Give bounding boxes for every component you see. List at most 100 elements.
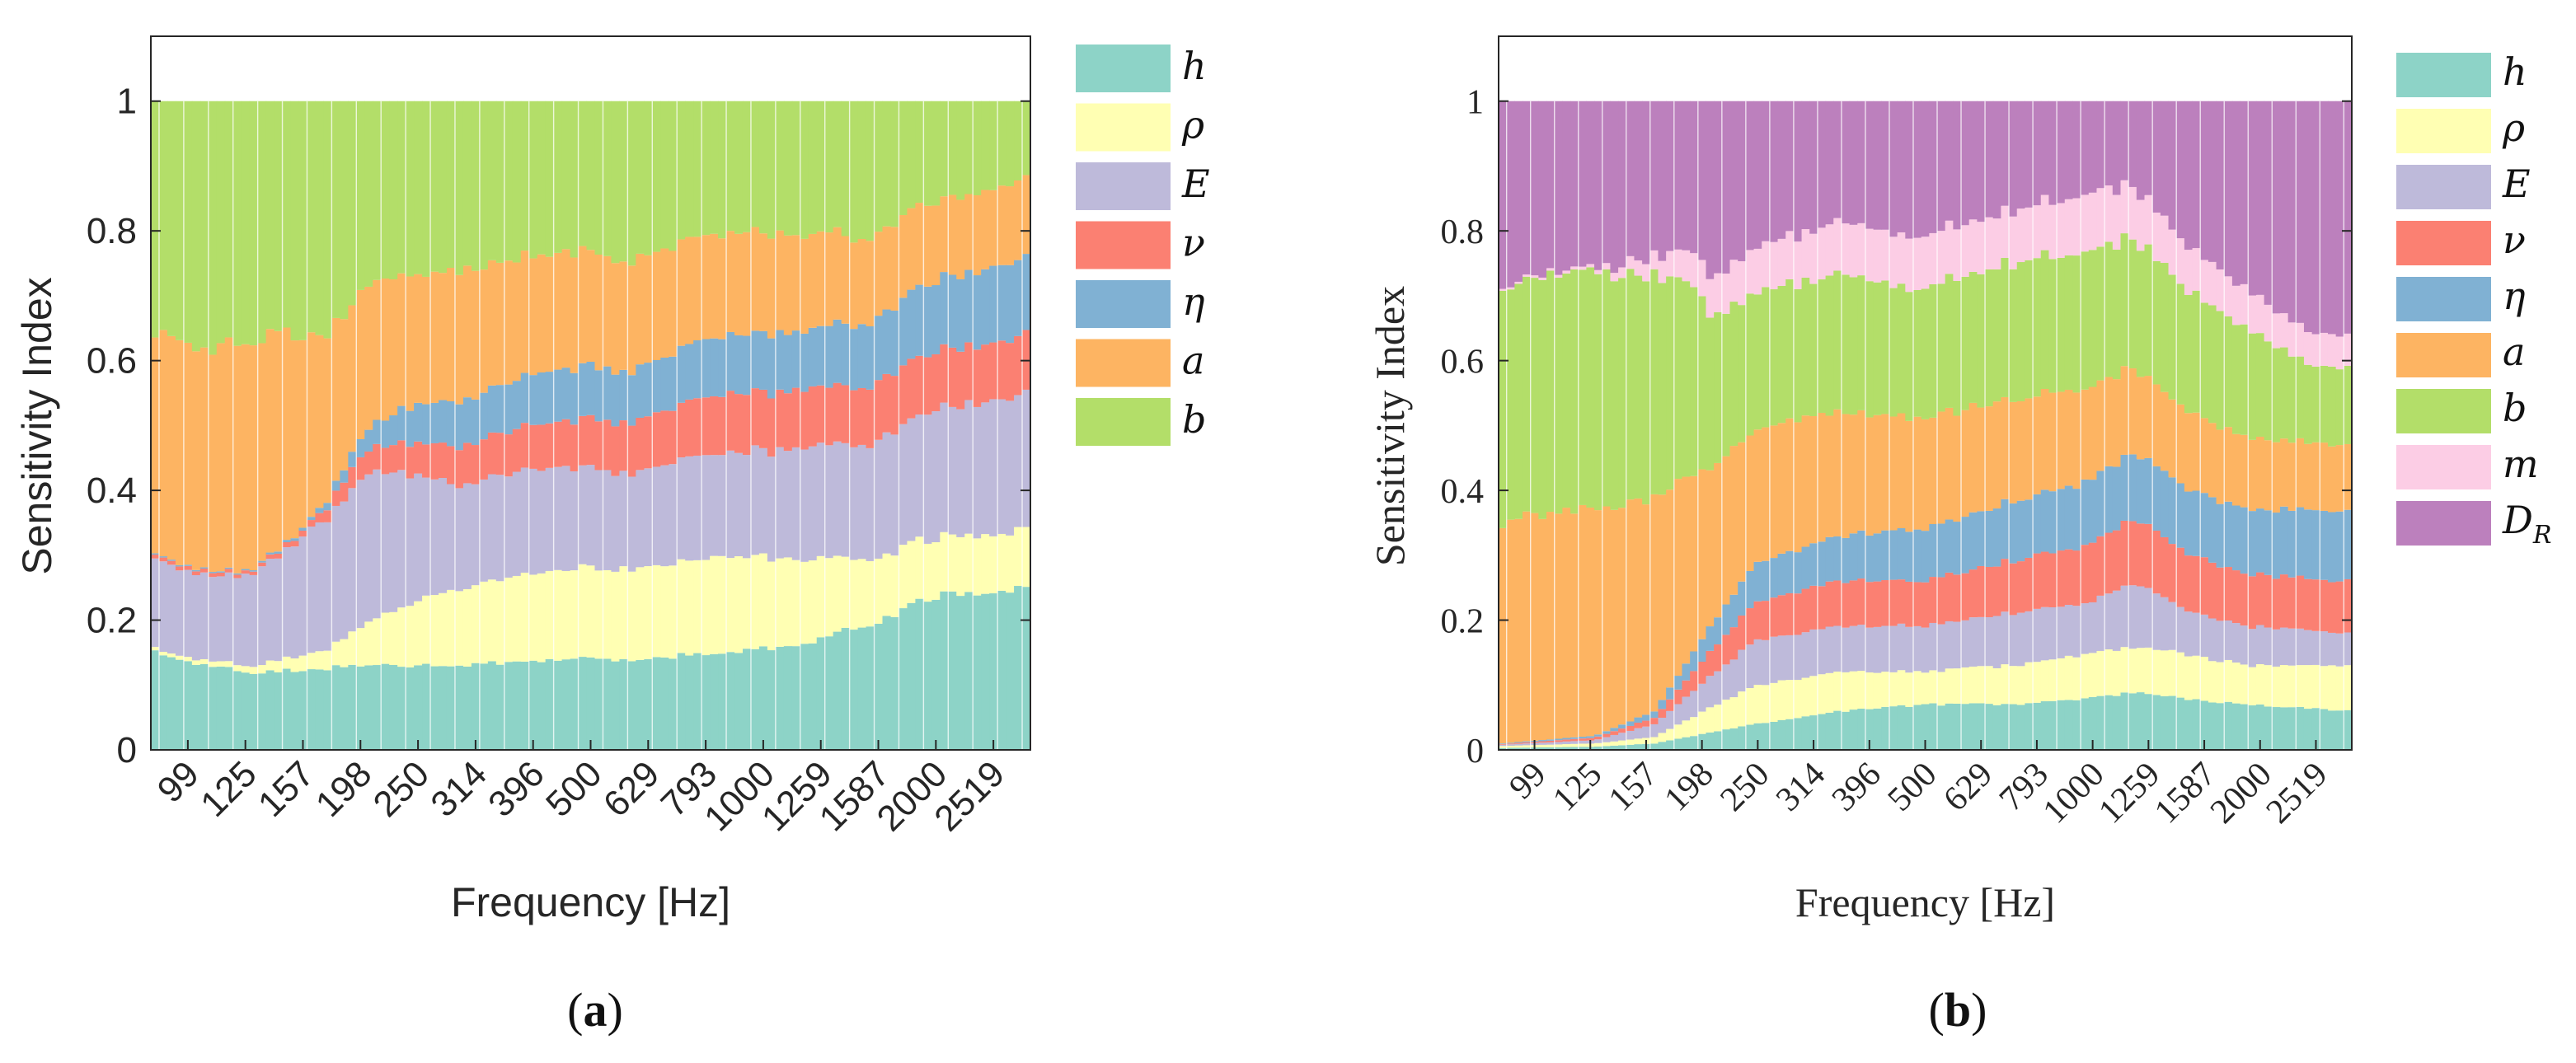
bar-segment-rho — [685, 560, 694, 656]
bar-segment-a — [693, 236, 702, 340]
bar-segment-m — [1530, 275, 1539, 279]
bar-segment-DR — [2320, 101, 2329, 333]
bar-segment-E — [2231, 623, 2241, 663]
legend-swatch-h — [1076, 44, 1171, 92]
bar-segment-DR — [1594, 101, 1603, 270]
bar-segment-nu — [2335, 581, 2344, 634]
bar-segment-rho — [471, 585, 481, 663]
bar-segment-nu — [454, 450, 464, 489]
bar-segment-b — [2001, 257, 2010, 397]
bar-segment-rho — [331, 641, 340, 666]
bar-segment-nu — [487, 432, 497, 475]
bar-segment-rho — [1006, 535, 1015, 593]
bar-segment-eta — [611, 374, 620, 427]
bar-segment-h — [274, 672, 284, 750]
bar-segment-eta — [1514, 742, 1523, 743]
bar-segment-eta — [2192, 490, 2201, 556]
bar-segment-a — [2064, 389, 2074, 486]
bar-segment-a — [2296, 438, 2305, 508]
bar-segment-nu — [1841, 583, 1851, 628]
bar-segment-nu — [1626, 725, 1635, 731]
bar-segment-rho — [439, 592, 448, 667]
bar-segment-E — [1881, 625, 1890, 672]
bar-segment-a — [2160, 391, 2170, 471]
bar-segment-DR — [1682, 101, 1691, 251]
bar-segment-h — [1721, 729, 1731, 750]
bar-segment-h — [1006, 592, 1015, 750]
bar-segment-eta — [874, 316, 884, 381]
bar-segment-eta — [981, 269, 990, 345]
bar-segment-DR — [2255, 101, 2265, 295]
bar-segment-E — [791, 447, 801, 560]
bar-segment-h — [1738, 726, 1747, 750]
bar-segment-a — [241, 344, 251, 569]
bar-segment-nu — [2009, 563, 2018, 616]
bar-segment-eta — [1610, 728, 1619, 732]
bar-segment-b — [1649, 269, 1659, 494]
bar-segment-nu — [594, 421, 604, 471]
bar-segment-h — [1714, 731, 1723, 750]
bar-segment-nu — [241, 570, 251, 574]
bar-segment-h — [1857, 708, 1866, 750]
bar-segment-eta — [249, 570, 259, 572]
bar-segment-m — [2176, 238, 2185, 284]
bar-segment-eta — [537, 372, 547, 425]
y-tick-label: 0.8 — [1441, 213, 1485, 251]
bar-segment-h — [973, 595, 982, 750]
bar-segment-DR — [1793, 101, 1803, 242]
bar-segment-h — [1546, 747, 1555, 750]
bar-segment-E — [307, 526, 317, 653]
bar-segment-b — [1642, 281, 1651, 505]
bar-segment-E — [1578, 740, 1587, 744]
bar-segment-E — [2287, 628, 2297, 666]
y-tick-label: 0.6 — [87, 341, 137, 382]
bar-segment-nu — [323, 510, 332, 522]
bar-segment-rho — [948, 534, 957, 592]
bar-segment-rho — [2096, 650, 2105, 696]
bar-segment-a — [331, 317, 340, 481]
bar-segment-h — [462, 666, 472, 750]
legend-label-nu: ν — [2503, 218, 2526, 262]
bar-segment-eta — [1937, 523, 1946, 578]
bar-segment-b — [454, 101, 464, 275]
bar-segment-b — [750, 101, 760, 227]
bar-segment-E — [2248, 629, 2257, 667]
bar-segment-rho — [2279, 665, 2289, 708]
bar-segment-nu — [857, 387, 867, 445]
legend-swatch-E — [1076, 162, 1171, 210]
legend-label-a: a — [1182, 338, 1204, 382]
bar-segment-E — [783, 451, 793, 558]
bar-segment-h — [2200, 700, 2209, 750]
bar-segment-DR — [2200, 101, 2209, 260]
bar-segment-E — [1849, 625, 1858, 672]
bar-segment-b — [948, 101, 957, 195]
bar-segment-a — [2128, 368, 2137, 455]
bar-segment-a — [1530, 513, 1539, 741]
bar-segment-m — [2033, 205, 2042, 259]
bar-segment-a — [1546, 512, 1555, 740]
bar-segment-E — [742, 455, 752, 559]
bar-segment-eta — [545, 372, 555, 424]
bar-segment-E — [1857, 625, 1866, 672]
bar-segment-DR — [1833, 101, 1842, 218]
bar-segment-rho — [578, 564, 588, 658]
bar-segment-rho — [2088, 653, 2098, 697]
bar-segment-eta — [899, 297, 908, 366]
bar-segment-eta — [2009, 503, 2018, 564]
bar-segment-eta — [1977, 511, 1986, 566]
bar-segment-DR — [2279, 101, 2289, 314]
bar-segment-m — [2160, 215, 2170, 264]
bar-segment-h — [652, 657, 661, 750]
x-tick-label: 1000 — [2036, 756, 2112, 831]
bar-segment-nu — [528, 424, 538, 469]
bar-segment-E — [2176, 606, 2185, 653]
bar-segment-E — [1833, 625, 1842, 672]
bar-segment-rho — [2144, 647, 2153, 695]
bar-segment-a — [685, 236, 694, 344]
bar-segment-m — [2327, 334, 2337, 367]
bar-segment-a — [340, 319, 349, 471]
bar-segment-nu — [2128, 521, 2137, 586]
bar-segment-rho — [816, 555, 826, 638]
x-tick-label: 629 — [596, 753, 668, 825]
